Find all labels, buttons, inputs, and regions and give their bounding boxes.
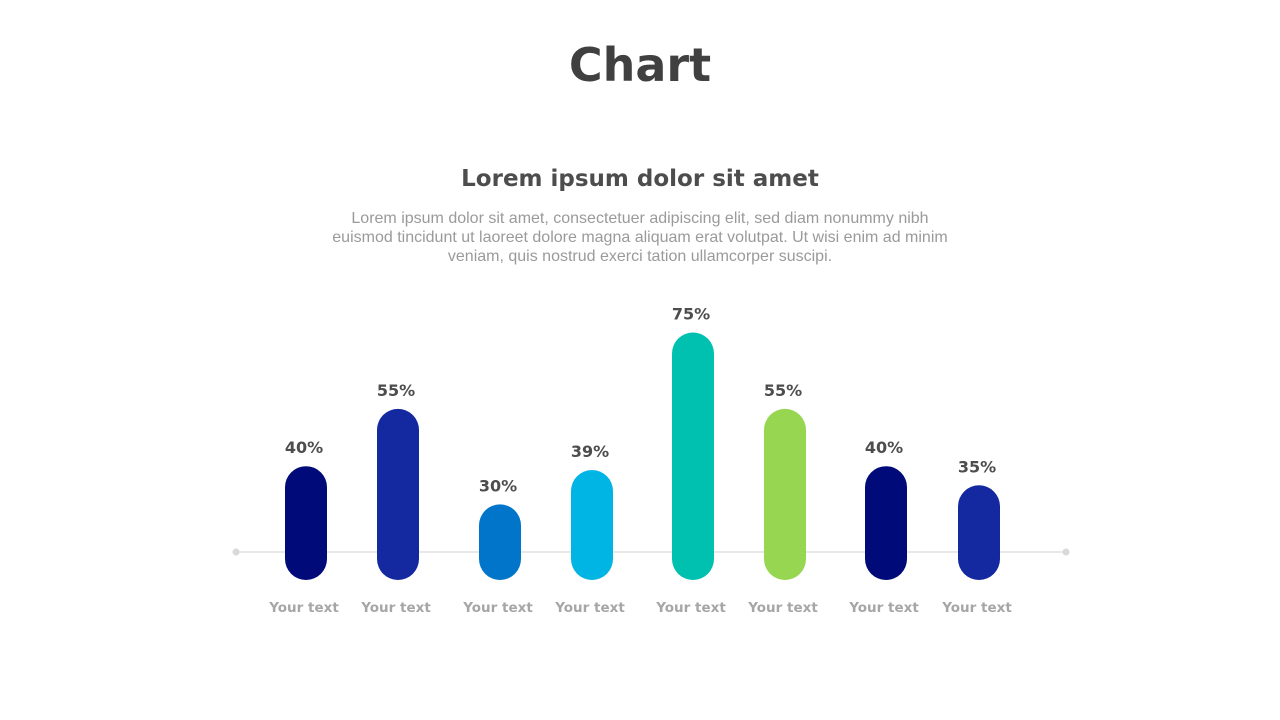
category-label-2: Your text bbox=[360, 600, 431, 616]
category-label-1: Your text bbox=[268, 600, 339, 616]
bar-value-label-4: 39% bbox=[571, 442, 609, 461]
bar-1 bbox=[285, 466, 327, 580]
bar-value-label-8: 35% bbox=[958, 457, 996, 476]
bar-3 bbox=[479, 504, 521, 580]
bar-value-label-2: 55% bbox=[377, 381, 415, 400]
bar-2 bbox=[377, 408, 419, 580]
category-label-6: Your text bbox=[747, 600, 818, 616]
bar-6 bbox=[764, 408, 806, 580]
bar-4 bbox=[571, 470, 613, 580]
description-text: Lorem ipsum dolor sit amet, consectetuer… bbox=[290, 209, 990, 266]
category-label-3: Your text bbox=[462, 600, 533, 616]
bar-value-label-1: 40% bbox=[285, 438, 323, 457]
description-line-2: euismod tincidunt ut laoreet dolore magn… bbox=[332, 229, 948, 246]
category-label-7: Your text bbox=[848, 600, 919, 616]
description-line-1: Lorem ipsum dolor sit amet, consectetuer… bbox=[351, 210, 929, 227]
category-label-5: Your text bbox=[655, 600, 726, 616]
bar-5 bbox=[672, 332, 714, 580]
description-line-3: veniam, quis nostrud exerci tation ullam… bbox=[447, 248, 833, 265]
category-label-4: Your text bbox=[554, 600, 625, 616]
bar-value-label-7: 40% bbox=[865, 438, 903, 457]
bar-series: 40% Your text 55% Your text 30% Your text 39% Y… bbox=[268, 305, 1012, 617]
bar-value-label-6: 55% bbox=[764, 381, 802, 400]
bar-7 bbox=[865, 466, 907, 580]
bar-8 bbox=[958, 485, 1000, 580]
section-heading: Lorem ipsum dolor sit amet bbox=[461, 166, 819, 192]
baseline-end-dot bbox=[1062, 548, 1070, 556]
category-label-8: Your text bbox=[941, 600, 1012, 616]
baseline-start-dot bbox=[232, 548, 240, 556]
bar-value-label-3: 30% bbox=[479, 476, 517, 495]
bar-value-label-5: 75% bbox=[672, 305, 710, 324]
page-title: Chart bbox=[568, 38, 712, 92]
